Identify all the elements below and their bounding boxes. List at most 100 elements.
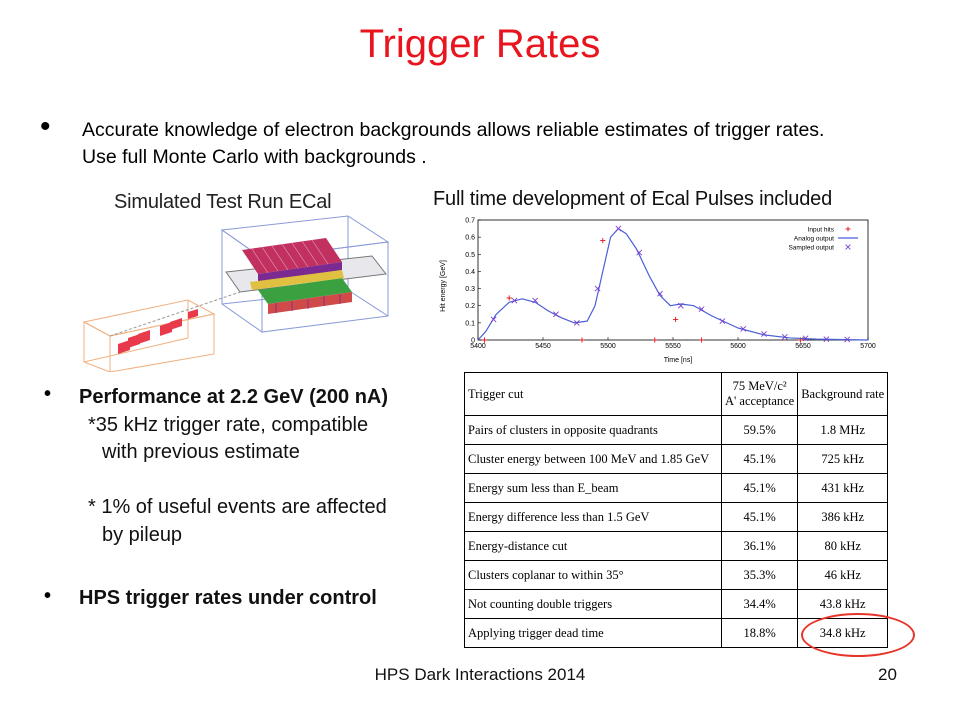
y-tick-label: 0.3 — [465, 286, 475, 293]
trigger-cut-cell: Not counting double triggers — [464, 589, 722, 619]
bullet-control: HPS trigger rates under control — [79, 587, 377, 609]
plot-x-axis-label: Time [ns] — [664, 357, 693, 364]
sampled-output-point — [532, 297, 539, 304]
pulse-plot: 5400 5450 5500 5550 5600 5650 5700 0 0.1 0.2 0.3 0.… — [440, 218, 876, 365]
sampled-output-point — [657, 290, 663, 297]
trigger-table: Trigger cut 75 MeV/c² A' acceptance Back… — [464, 372, 889, 648]
background-rate-cell: 431 kHz — [797, 473, 889, 503]
sampled-output-point — [677, 302, 684, 309]
y-tick-label: 0.2 — [465, 303, 475, 310]
sampled-output-point — [615, 225, 622, 232]
input-hit-point — [579, 337, 585, 343]
sampled-output-point — [781, 333, 788, 340]
background-rate-cell: 46 kHz — [797, 560, 889, 590]
acceptance-cell: 18.8% — [720, 618, 799, 648]
input-hit-point — [652, 337, 658, 343]
background-rate-cell: 1.8 MHz — [797, 415, 889, 445]
x-tick-label: 5600 — [730, 343, 746, 350]
trigger-cut-cell: Pairs of clusters in opposite quadrants — [464, 415, 722, 445]
pulse-plot-heading: Full time development of Ecal Pulses inc… — [433, 188, 832, 210]
intro-bullet: • — [40, 110, 51, 143]
legend-label: Input hits — [808, 227, 835, 234]
intro-text: Accurate knowledge of electron backgroun… — [82, 119, 825, 168]
trigger-cut-cell: Cluster energy between 100 MeV and 1.85 … — [464, 444, 722, 474]
legend-swatch-marker — [845, 226, 851, 232]
acceptance-cell: 45.1% — [720, 502, 799, 532]
sampled-output-point — [553, 311, 559, 318]
acceptance-cell: 45.1% — [720, 473, 799, 503]
bullet-control-dot: • — [44, 585, 52, 607]
x-tick-label: 5550 — [665, 343, 681, 350]
trigger-rate-line1: *35 kHz trigger rate, compatible — [88, 414, 369, 436]
bullet-performance-dot: • — [44, 383, 52, 405]
sampled-output-point — [573, 319, 580, 326]
ecal-figure-title: Simulated Test Run ECal — [114, 191, 332, 213]
sampled-output-point — [594, 285, 601, 292]
trigger-cut-cell: Applying trigger dead time — [464, 618, 722, 648]
header-background-rate: Background rate — [797, 372, 889, 416]
sampled-output-point — [490, 316, 497, 323]
table-row: Energy sum less than E_beam 45.1% 431 kHz — [464, 473, 889, 503]
header-acceptance: 75 MeV/c² A' acceptance — [720, 372, 799, 416]
input-hit-point — [699, 337, 705, 343]
y-tick-label: 0.7 — [465, 218, 475, 225]
page-number: 20 — [878, 665, 897, 684]
legend-label: Sampled output — [788, 245, 834, 252]
input-hit-point — [673, 316, 679, 323]
sampled-output-point — [802, 335, 809, 342]
sampled-output-point — [823, 336, 830, 343]
trigger-rate-line2: with previous estimate — [102, 441, 300, 463]
bullet-performance: Performance at 2.2 GeV (200 nA) — [79, 386, 389, 408]
legend-swatch-marker — [845, 244, 851, 250]
plot-y-axis-label: Hit energy [GeV] — [440, 260, 447, 312]
plot-frame — [477, 219, 869, 341]
y-tick-label: 0.1 — [465, 320, 475, 327]
sampled-output-point — [844, 336, 851, 343]
pileup-line2: by pileup — [102, 524, 183, 546]
acceptance-cell: 36.1% — [720, 531, 799, 561]
table-row: Energy-distance cut 36.1% 80 kHz — [464, 531, 889, 561]
sampled-output-point — [698, 306, 705, 313]
ecal-detector-illustration — [82, 215, 390, 372]
x-tick-label: 5650 — [795, 343, 811, 350]
trigger-cut-cell: Clusters coplanar to within 35° — [464, 560, 722, 590]
trigger-cut-cell: Energy sum less than E_beam — [464, 473, 722, 503]
input-hit-point — [600, 237, 606, 244]
background-rate-cell: 80 kHz — [797, 531, 889, 561]
acceptance-cell: 59.5% — [720, 415, 799, 445]
table-row: Energy difference less than 1.5 GeV 45.1%… — [464, 502, 889, 532]
x-tick-label: 5450 — [535, 343, 551, 350]
sampled-output-point — [719, 318, 726, 325]
table-row: Pairs of clusters in opposite quadrants 5… — [464, 415, 889, 445]
background-rate-cell: 386 kHz — [797, 502, 889, 532]
acceptance-cell: 45.1% — [720, 444, 799, 474]
input-hit-point — [481, 337, 488, 343]
sampled-output-point — [740, 325, 747, 332]
acceptance-cell: 34.4% — [720, 589, 799, 619]
header-acceptance-line1: 75 MeV/c² — [732, 379, 787, 393]
trigger-cut-cell: Energy-distance cut — [464, 531, 722, 561]
table-row: Not counting double triggers 34.4% 43.8 kH… — [464, 589, 889, 619]
table-row: Cluster energy between 100 MeV and 1.85 … — [464, 444, 889, 474]
y-tick-label: 0 — [471, 338, 475, 345]
trigger-cut-cell: Energy difference less than 1.5 GeV — [464, 502, 722, 532]
trigger-table-header: Trigger cut 75 MeV/c² A' acceptance Back… — [464, 372, 889, 416]
y-tick-label: 0.6 — [465, 235, 475, 242]
footer-text: HPS Dark Interactions 2014 — [374, 665, 586, 684]
header-acceptance-line2: A' acceptance — [725, 394, 795, 408]
sampled-output-point — [761, 331, 767, 337]
x-tick-label: 5500 — [600, 343, 616, 350]
table-row: Clusters coplanar to within 35° 35.3% 46 k… — [464, 560, 889, 590]
sampled-output-point — [511, 297, 518, 304]
y-tick-label: 0.4 — [465, 269, 475, 276]
highlight-circle — [801, 613, 915, 657]
legend-label: Analog output — [794, 236, 834, 243]
y-tick-label: 0.5 — [465, 252, 475, 259]
acceptance-cell: 35.3% — [720, 560, 799, 590]
input-hit-point — [506, 295, 512, 301]
sampled-output-point — [636, 249, 643, 256]
pileup-line1: * 1% of useful events are affected — [88, 496, 387, 518]
background-rate-cell: 725 kHz — [797, 444, 889, 474]
slide-title: Trigger Rates — [359, 22, 601, 66]
header-trigger-cut: Trigger cut — [464, 372, 722, 416]
